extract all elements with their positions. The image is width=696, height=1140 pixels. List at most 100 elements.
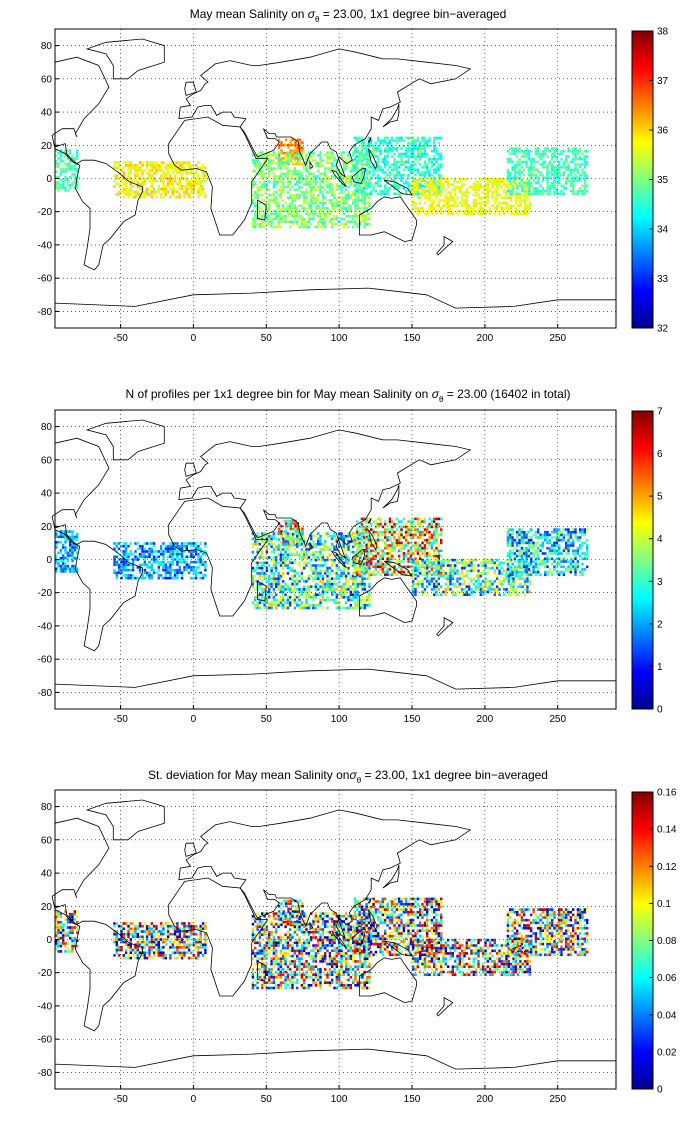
data-cell: [437, 163, 440, 166]
data-cell: [256, 532, 259, 535]
data-cell: [291, 527, 295, 531]
data-cell: [157, 185, 160, 188]
data-cell: [197, 174, 200, 178]
data-cell: [414, 144, 417, 148]
data-cell: [440, 173, 443, 177]
data-cell: [150, 193, 153, 196]
data-cell: [180, 555, 184, 559]
data-cell: [69, 151, 72, 155]
data-cell: [328, 577, 332, 580]
data-cell: [447, 180, 450, 184]
data-cell: [157, 550, 160, 553]
data-cell: [458, 582, 461, 586]
data-cell: [433, 168, 436, 172]
data-cell: [377, 181, 380, 185]
data-cell: [412, 183, 415, 186]
data-cell: [356, 160, 359, 164]
data-cell: [528, 201, 531, 205]
data-cell: [131, 163, 135, 167]
data-cell: [335, 556, 338, 559]
data-cell: [279, 585, 283, 588]
data-cell: [528, 204, 531, 207]
data-cell: [138, 566, 142, 569]
data-cell: [321, 558, 325, 562]
data-cell: [519, 201, 522, 205]
data-cell: [433, 588, 436, 591]
data-cell: [444, 574, 447, 578]
data-cell: [194, 177, 198, 180]
data-cell: [368, 604, 371, 607]
data-cell: [305, 601, 308, 604]
data-cell: [361, 588, 364, 591]
data-cell: [449, 572, 452, 575]
data-cell: [127, 169, 130, 172]
data-cell: [265, 207, 269, 210]
data-cell: [583, 184, 587, 188]
data-cell: [354, 209, 357, 213]
data-cell: [370, 528, 373, 531]
data-cell: [314, 212, 318, 215]
data-cell: [305, 177, 308, 181]
data-cell: [400, 560, 403, 563]
data-cell: [300, 217, 304, 221]
data-cell: [393, 165, 396, 169]
data-cell: [305, 199, 308, 202]
data-cell: [412, 544, 415, 547]
data-cell: [430, 157, 434, 161]
data-cell: [143, 563, 146, 567]
data-cell: [426, 193, 429, 197]
data-cell: [367, 171, 371, 174]
data-cell: [368, 598, 371, 602]
data-cell: [440, 541, 443, 545]
data-cell: [393, 160, 396, 164]
data-cell: [345, 574, 348, 578]
data-cell: [435, 168, 438, 172]
data-cell: [583, 176, 587, 180]
data-cell: [451, 577, 454, 580]
data-cell: [345, 177, 348, 181]
data-cell: [66, 149, 70, 152]
data-cell: [352, 540, 355, 543]
data-cell: [298, 556, 301, 559]
data-cell: [307, 172, 311, 176]
data-cell: [518, 147, 521, 150]
data-cell: [435, 566, 438, 570]
data-cell: [379, 517, 382, 521]
data-cell: [530, 160, 533, 164]
data-cell: [291, 193, 294, 197]
data-cell: [393, 179, 396, 182]
data-cell: [433, 562, 436, 566]
data-cell: [152, 560, 156, 564]
data-cell: [449, 204, 452, 207]
data-cell: [553, 147, 556, 150]
coastline: [436, 235, 454, 256]
data-cell: [395, 184, 399, 188]
data-cell: [366, 534, 369, 538]
data-cell: [428, 193, 431, 197]
data-cell: [430, 209, 434, 213]
data-cell: [272, 580, 276, 583]
data-cell: [363, 536, 366, 539]
data-cell: [326, 215, 329, 218]
data-cell: [307, 225, 311, 229]
data-cell: [353, 557, 357, 561]
data-cell: [358, 530, 361, 534]
data-cell: [124, 185, 128, 188]
data-cell: [374, 147, 378, 150]
data-cell: [268, 175, 271, 178]
data-cell: [317, 215, 320, 218]
data-cell: [310, 193, 313, 197]
data-cell: [263, 212, 266, 215]
data-cell: [300, 220, 304, 223]
data-cell: [268, 159, 271, 162]
data-cell: [258, 201, 262, 205]
data-cell: [407, 136, 410, 140]
data-cell: [365, 554, 368, 558]
data-cell: [286, 548, 290, 551]
data-cell: [428, 523, 431, 526]
data-cell: [400, 525, 403, 529]
data-cell: [345, 196, 348, 199]
data-cell: [280, 141, 283, 144]
data-cell: [134, 163, 137, 167]
